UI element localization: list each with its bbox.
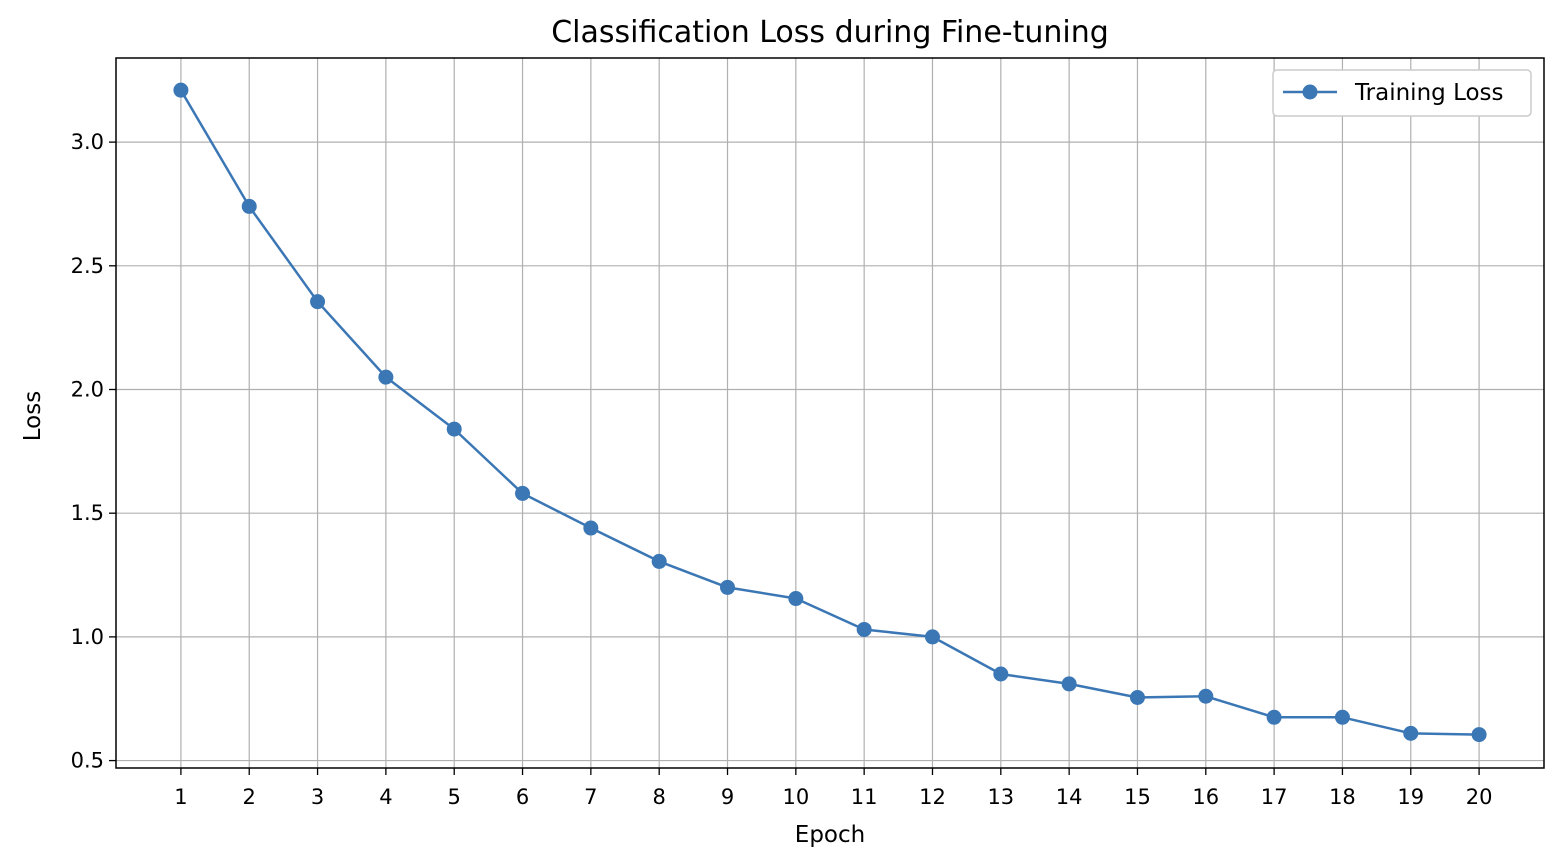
series-line [179, 89, 1480, 736]
data-point [1129, 689, 1145, 705]
data-point [1334, 709, 1350, 725]
x-tick-label: 4 [379, 785, 392, 809]
y-tick-label: 2.0 [71, 377, 104, 401]
grid [116, 58, 1544, 768]
x-tick-label: 6 [516, 785, 529, 809]
y-tick-label: 0.5 [71, 749, 104, 773]
data-point [1266, 709, 1282, 725]
x-tick-label: 1 [174, 785, 187, 809]
data-point [720, 579, 736, 595]
data-point [310, 294, 326, 310]
legend-label: Training Loss [1354, 80, 1504, 106]
x-tick-label: 11 [851, 785, 878, 809]
y-tick-label: 1.0 [71, 625, 104, 649]
x-tick-label: 7 [584, 785, 597, 809]
data-point [241, 198, 257, 214]
data-point [1061, 676, 1077, 692]
x-tick-label: 13 [987, 785, 1014, 809]
data-point [924, 629, 940, 645]
x-tick-label: 16 [1192, 785, 1219, 809]
plot-frame [115, 57, 1545, 769]
y-tick-label: 3.0 [71, 130, 104, 154]
x-axis-label: Epoch [795, 822, 865, 848]
x-tick-label: 20 [1466, 785, 1493, 809]
x-tick-label: 9 [721, 785, 734, 809]
x-tick-label: 19 [1397, 785, 1424, 809]
x-axis-ticks: 1 2 3 4 5 6 7 8 9 10 11 12 13 14 15 16 17 18 19 20 [174, 768, 1492, 809]
y-axis-ticks: 0.5 1.0 1.5 2.0 2.5 3.0 [71, 130, 116, 773]
x-tick-label: 17 [1261, 785, 1288, 809]
data-point [1198, 688, 1214, 704]
y-axis-label: Loss [20, 391, 46, 441]
x-tick-label: 18 [1329, 785, 1356, 809]
data-point [788, 591, 804, 607]
x-tick-label: 5 [448, 785, 461, 809]
x-tick-label: 14 [1056, 785, 1083, 809]
x-tick-label: 2 [243, 785, 256, 809]
data-point [856, 621, 872, 637]
data-point [173, 82, 189, 98]
legend-box [1272, 69, 1532, 117]
x-tick-label: 8 [652, 785, 665, 809]
data-point [378, 369, 394, 385]
data-point [583, 520, 599, 536]
data-point [651, 553, 667, 569]
data-point [1403, 725, 1419, 741]
data-point [515, 485, 531, 501]
chart-title: Classification Loss during Fine-tuning [551, 15, 1109, 50]
data-point [993, 666, 1009, 682]
legend: Training Loss [1272, 69, 1532, 117]
data-point [446, 421, 462, 437]
data-point [1471, 727, 1487, 743]
x-tick-label: 10 [782, 785, 809, 809]
x-tick-label: 15 [1124, 785, 1151, 809]
x-tick-label: 12 [919, 785, 946, 809]
y-tick-label: 1.5 [71, 501, 104, 525]
x-tick-label: 3 [311, 785, 324, 809]
legend-marker [1302, 84, 1318, 100]
y-tick-label: 2.5 [71, 254, 104, 278]
series-layer [173, 82, 1487, 743]
